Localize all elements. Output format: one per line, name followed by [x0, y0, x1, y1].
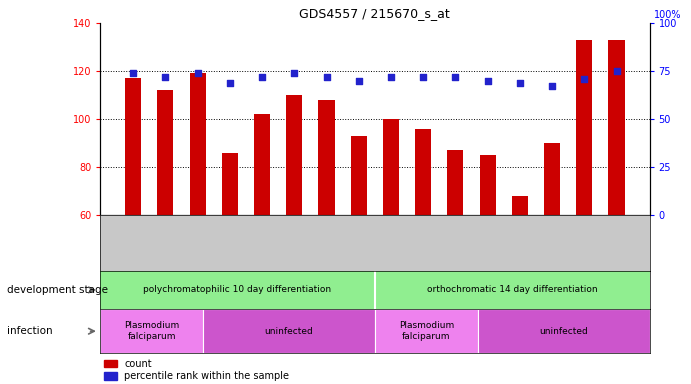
Bar [189, 73, 206, 215]
Text: Plasmodium
falciparum: Plasmodium falciparum [124, 321, 180, 341]
Bar [319, 100, 334, 215]
Bar [125, 78, 141, 215]
Text: polychromatophilic 10 day differentiation: polychromatophilic 10 day differentiatio… [144, 285, 332, 295]
Text: uninfected: uninfected [265, 327, 314, 336]
Point [514, 79, 525, 86]
Point [128, 70, 139, 76]
Bar [222, 152, 238, 215]
Point [417, 74, 428, 80]
Bar [478, 309, 650, 353]
Bar [415, 129, 431, 215]
Text: percentile rank within the sample: percentile rank within the sample [124, 371, 290, 381]
Point [256, 74, 267, 80]
Bar [544, 143, 560, 215]
Point [579, 76, 590, 82]
Bar [375, 309, 478, 353]
Point [353, 78, 364, 84]
Bar [104, 372, 117, 380]
Text: count: count [124, 359, 152, 369]
Point [321, 74, 332, 80]
Point [450, 74, 461, 80]
Title: GDS4557 / 215670_s_at: GDS4557 / 215670_s_at [299, 7, 451, 20]
Point [547, 83, 558, 89]
Bar [104, 360, 117, 367]
Point [611, 68, 622, 74]
Bar [576, 40, 592, 215]
Bar [254, 114, 270, 215]
Bar [351, 136, 367, 215]
Bar [512, 196, 528, 215]
Bar [158, 90, 173, 215]
Text: infection: infection [7, 326, 53, 336]
Text: Plasmodium
falciparum: Plasmodium falciparum [399, 321, 454, 341]
Point [386, 74, 397, 80]
Bar [609, 40, 625, 215]
Point [289, 70, 300, 76]
Bar [383, 119, 399, 215]
Bar [100, 309, 203, 353]
Text: 100%: 100% [654, 10, 681, 20]
Bar [447, 150, 464, 215]
Point [192, 70, 203, 76]
Text: uninfected: uninfected [540, 327, 588, 336]
Bar [203, 309, 375, 353]
Bar [286, 95, 303, 215]
Text: development stage: development stage [7, 285, 108, 295]
Text: orthochromatic 14 day differentiation: orthochromatic 14 day differentiation [427, 285, 598, 295]
Point [482, 78, 493, 84]
Point [225, 79, 236, 86]
Bar [480, 155, 495, 215]
Point [160, 74, 171, 80]
